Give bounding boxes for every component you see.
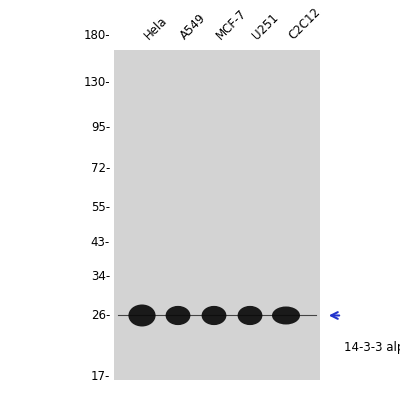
Ellipse shape — [202, 306, 226, 325]
Text: Hela: Hela — [142, 14, 170, 42]
Text: A549: A549 — [178, 11, 209, 42]
Text: MCF-7: MCF-7 — [214, 7, 249, 42]
Text: U251: U251 — [250, 11, 281, 42]
Ellipse shape — [128, 304, 156, 326]
Text: 72-: 72- — [91, 162, 110, 174]
Text: 95-: 95- — [91, 122, 110, 134]
Text: 14-3-3 alpha/beta: 14-3-3 alpha/beta — [344, 342, 400, 354]
Text: 17-: 17- — [91, 370, 110, 384]
Ellipse shape — [238, 306, 262, 325]
Text: 34-: 34- — [91, 270, 110, 283]
Ellipse shape — [272, 306, 300, 324]
Text: 26-: 26- — [91, 309, 110, 322]
Text: 43-: 43- — [91, 236, 110, 249]
Bar — [114, 50, 320, 380]
Text: 180-: 180- — [83, 29, 110, 42]
Text: 55-: 55- — [91, 200, 110, 214]
Ellipse shape — [166, 306, 190, 325]
Text: C2C12: C2C12 — [286, 5, 323, 42]
Text: 130-: 130- — [83, 76, 110, 89]
